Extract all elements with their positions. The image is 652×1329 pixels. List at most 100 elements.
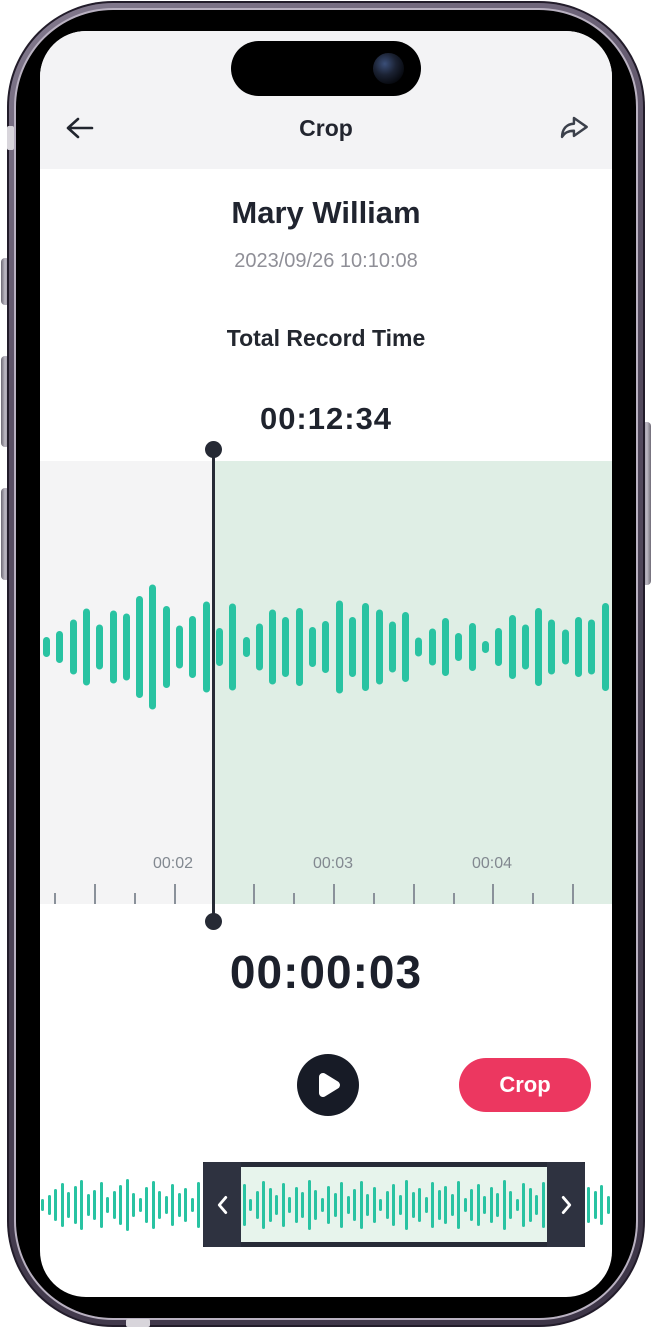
waveform [40,461,612,833]
waveform-bar [202,601,210,693]
crop-handle-top[interactable] [204,441,222,458]
waveform-bar [242,637,250,657]
selection-box-border-bottom [203,1242,585,1247]
selection-time-value: 00:00:03 [229,946,423,998]
mini-waveform-bar [255,1190,259,1219]
mini-waveform-bar [106,1196,109,1213]
mini-waveform-bar [54,1188,57,1221]
selection-left-handle[interactable] [203,1162,241,1247]
mini-waveform-bar [190,1197,194,1212]
waveform-bar [428,628,436,666]
waveform-bar [362,603,370,691]
mini-waveform-bar [476,1183,480,1226]
mini-waveform-bar [47,1194,51,1215]
crop-button[interactable]: Crop [459,1058,591,1112]
mini-waveform-bar [314,1189,317,1220]
waveform-bar [69,619,77,675]
waveform-bar [375,609,383,685]
mini-waveform-bar [431,1181,434,1228]
mini-waveform-bar [119,1184,122,1225]
mini-waveform-bar [392,1183,395,1226]
ruler-tick [253,884,256,904]
waveform-bar [322,621,330,673]
waveform-bar [282,617,290,677]
waveform-bar [176,625,183,669]
mini-waveform-bar [359,1180,363,1229]
ruler-tick [572,884,575,904]
play-icon [319,1073,340,1097]
ruler-time-label: 00:04 [471,855,513,872]
waveform-panel[interactable]: 00:02 00:03 00:04 [40,461,612,904]
mini-waveform-bar [80,1179,83,1230]
crop-position-line[interactable] [211,449,215,921]
mini-waveform-bar [73,1185,77,1224]
mini-waveform-bar [502,1179,506,1230]
mini-waveform [40,1162,612,1247]
mini-waveform-bar [294,1186,298,1223]
mini-waveform-bar [197,1181,200,1228]
ruler-tick [54,893,56,904]
mini-waveform-bar [541,1181,545,1228]
waveform-bar [269,609,277,685]
crop-handle-bottom[interactable] [204,913,222,930]
selection-box-border-top [203,1162,585,1167]
mini-waveform-bar [99,1181,103,1228]
selection-right-handle[interactable] [547,1162,585,1247]
waveform-bar [189,616,197,678]
mini-waveform-track[interactable] [40,1162,612,1247]
waveform-bar [601,603,609,691]
waveform-bar [495,628,503,666]
mini-waveform-bar [405,1179,408,1230]
mini-waveform-bar [93,1189,96,1220]
mini-waveform-bar [171,1183,174,1226]
ruler-tick [133,893,136,904]
ruler-tick [372,893,375,904]
mini-waveform-bar [288,1196,291,1213]
mini-waveform-bar [112,1190,116,1219]
mini-waveform-bar [470,1188,473,1221]
mini-waveform-bar [67,1191,70,1218]
mini-waveform-bar [600,1184,603,1225]
waveform-bar [255,623,263,671]
waveform-bar [481,641,489,653]
volume-down-button [1,488,10,580]
mini-waveform-bar [132,1192,135,1217]
power-button [642,422,651,585]
ruler-tick [532,893,535,904]
waveform-bar [548,619,556,675]
waveform-bar [215,628,223,666]
phone-frame: Crop Mary William 2023/09/26 10:10:08 To… [7,1,645,1327]
ruler-tick [332,884,335,904]
share-button[interactable] [551,105,599,151]
mini-waveform-bar [145,1186,148,1223]
mini-waveform-bar [366,1193,369,1216]
back-button[interactable] [58,107,102,149]
mini-waveform-bar [86,1193,90,1216]
chevron-right-icon [561,1195,571,1214]
phone-screen: Crop Mary William 2023/09/26 10:10:08 To… [40,31,612,1297]
waveform-bar [149,584,157,710]
ruler-tick [452,893,455,904]
mini-waveform-bar [444,1185,447,1224]
mini-waveform-bar [418,1187,421,1222]
selection-region [213,461,612,904]
mini-waveform-bar [457,1180,460,1229]
play-button[interactable] [297,1054,359,1116]
mini-waveform-bar [327,1185,330,1224]
waveform-bar [82,608,90,686]
waveform-bar [229,603,237,691]
mini-waveform-bar [125,1178,129,1231]
ruler-tick [173,884,176,904]
mini-waveform-bar [41,1198,44,1211]
chevron-left-icon [217,1195,227,1214]
mini-waveform-bar [184,1187,187,1222]
waveform-bar [468,623,476,671]
mini-waveform-bar [346,1195,350,1214]
mini-waveform-bar [151,1180,155,1229]
ruler-tick [293,893,296,904]
antenna-band-left [7,126,14,150]
mini-waveform-bar [424,1196,428,1213]
waveform-bar [575,617,582,677]
waveform-bar [109,610,117,684]
mini-waveform-bar [340,1181,343,1228]
